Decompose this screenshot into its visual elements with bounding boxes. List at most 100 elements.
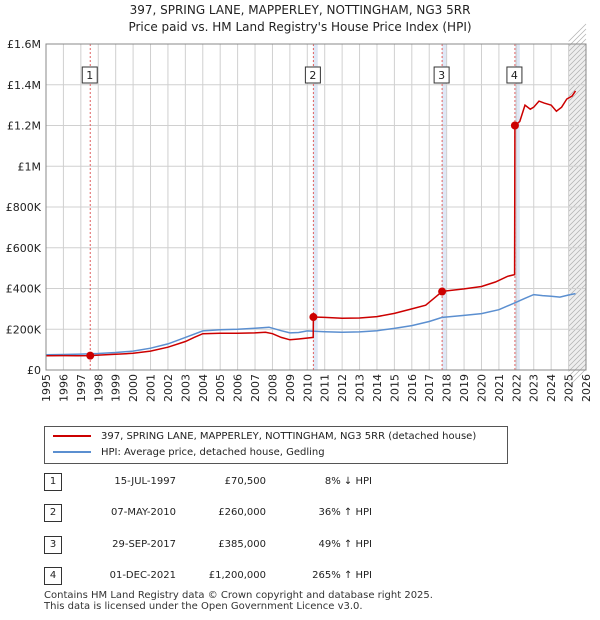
x-tick-label: 2008 (266, 374, 279, 402)
sale-hpi-change: 49% ↑ HPI (318, 539, 372, 550)
hatch-line (568, 248, 587, 267)
hatch-line (568, 343, 587, 362)
hatch-line (568, 113, 587, 132)
x-tick-label: 2019 (458, 374, 471, 402)
hatch-line (568, 263, 587, 282)
y-tick-label: £1.6M (7, 38, 41, 51)
hatch-line (568, 48, 587, 67)
sale-date: 15-JUL-1997 (114, 476, 176, 487)
x-tick-label: 2013 (354, 374, 367, 402)
hatch-line (568, 348, 587, 367)
hatch-line (568, 93, 587, 112)
title-line-1: 397, SPRING LANE, MAPPERLEY, NOTTINGHAM,… (129, 3, 471, 17)
hatch-line (568, 318, 587, 337)
hatch-line (568, 148, 587, 167)
x-tick-label: 2014 (371, 374, 384, 402)
sale-hpi-change: 36% ↑ HPI (318, 507, 372, 518)
x-tick-label: 2017 (423, 374, 436, 402)
sale-price: £260,000 (218, 507, 266, 518)
hatch-line (568, 123, 587, 142)
hatch-line (568, 88, 587, 107)
hatch-line (568, 228, 587, 247)
hatch-line (568, 338, 587, 357)
sale-label-number: 4 (511, 69, 518, 82)
sale-row: 2 07-MAY-2010 £260,000 36% ↑ HPI (44, 503, 564, 523)
title-line-2: Price paid vs. HM Land Registry's House … (128, 20, 472, 34)
sale-label-number: 1 (86, 69, 93, 82)
hatch-line (568, 128, 587, 147)
x-tick-label: 2009 (284, 374, 297, 402)
footer: Contains HM Land Registry data © Crown c… (44, 590, 433, 612)
x-tick-label: 1999 (110, 374, 123, 402)
hatch-line (568, 323, 587, 342)
hatch-line (568, 188, 587, 207)
hatch-line (568, 103, 587, 122)
x-tick-label: 2002 (162, 374, 175, 402)
hatch-line (568, 333, 587, 352)
hatch-line (568, 213, 587, 232)
hatch-line (568, 168, 587, 187)
hatch-line (568, 173, 587, 192)
x-tick-label: 2012 (336, 374, 349, 402)
legend-label-price: 397, SPRING LANE, MAPPERLEY, NOTTINGHAM,… (101, 431, 477, 442)
hatch-line (568, 38, 587, 57)
y-tick-label: £1.4M (7, 79, 41, 92)
hatch-line (568, 368, 587, 387)
sale-row: 1 15-JUL-1997 £70,500 8% ↓ HPI (44, 472, 564, 492)
hatch-line (568, 358, 587, 377)
hatch-line (568, 83, 587, 102)
hatch-line (568, 243, 587, 262)
x-tick-label: 1997 (75, 374, 88, 402)
sale-number-badge: 1 (44, 473, 62, 491)
sale-point (438, 287, 447, 296)
sale-price: £1,200,000 (208, 570, 266, 581)
hatch-line (568, 178, 587, 197)
x-axis-ticks: 1995 1996 1997 1998 1999 2000 2001 2002 2003 2004… (40, 374, 593, 402)
hatch-line (568, 98, 587, 117)
chart-title: 397, SPRING LANE, MAPPERLEY, NOTTINGHAM,… (0, 2, 600, 36)
x-tick-label: 2015 (388, 374, 401, 402)
sale-points (86, 121, 519, 360)
hatch-line (568, 33, 587, 52)
hatch-line (568, 153, 587, 172)
x-tick-label: 2001 (145, 374, 158, 402)
hatch-line (568, 163, 587, 182)
hatch-line (568, 233, 587, 252)
sale-label-number: 3 (438, 69, 445, 82)
sale-label-box (304, 66, 321, 84)
hatch-line (568, 23, 587, 42)
hatch-line (568, 138, 587, 157)
sale-number-badge: 4 (44, 567, 62, 585)
sale-label-number: 2 (309, 69, 316, 82)
hatch-line (568, 193, 587, 212)
y-tick-label: £400K (6, 283, 42, 296)
y-tick-label: £1M (18, 160, 42, 173)
x-tick-label: 2007 (249, 374, 262, 402)
sale-label-box (433, 66, 450, 84)
hatch-line (568, 78, 587, 97)
hatch-line (568, 68, 587, 87)
price-chart: £0 £200K £400K £600K £800K £1M £1.2M £1.4M £1.6M… (6, 23, 593, 402)
hatch-line (568, 43, 587, 62)
y-tick-label: £600K (6, 242, 42, 255)
sale-price: £70,500 (224, 476, 266, 487)
x-tick-label: 2025 (563, 374, 576, 402)
x-tick-label: 2000 (127, 374, 140, 402)
hatch-line (568, 288, 587, 307)
x-tick-label: 2021 (493, 374, 506, 402)
legend-item-hpi: HPI: Average price, detached house, Gedl… (53, 445, 325, 461)
hatch-line (568, 278, 587, 297)
x-tick-label: 1996 (57, 374, 70, 402)
x-tick-label: 1995 (40, 374, 53, 402)
x-tick-label: 2003 (179, 374, 192, 402)
hatch-line (568, 363, 587, 382)
hatch-line (568, 143, 587, 162)
footer-licence: This data is licensed under the Open Gov… (44, 601, 363, 612)
x-tick-label: 2004 (197, 374, 210, 402)
hatch-line (568, 258, 587, 277)
hatch-line (568, 73, 587, 92)
x-tick-label: 2018 (441, 374, 454, 402)
price-line (45, 90, 577, 357)
hatch-line (568, 223, 587, 242)
legend-swatch-hpi (53, 451, 91, 453)
